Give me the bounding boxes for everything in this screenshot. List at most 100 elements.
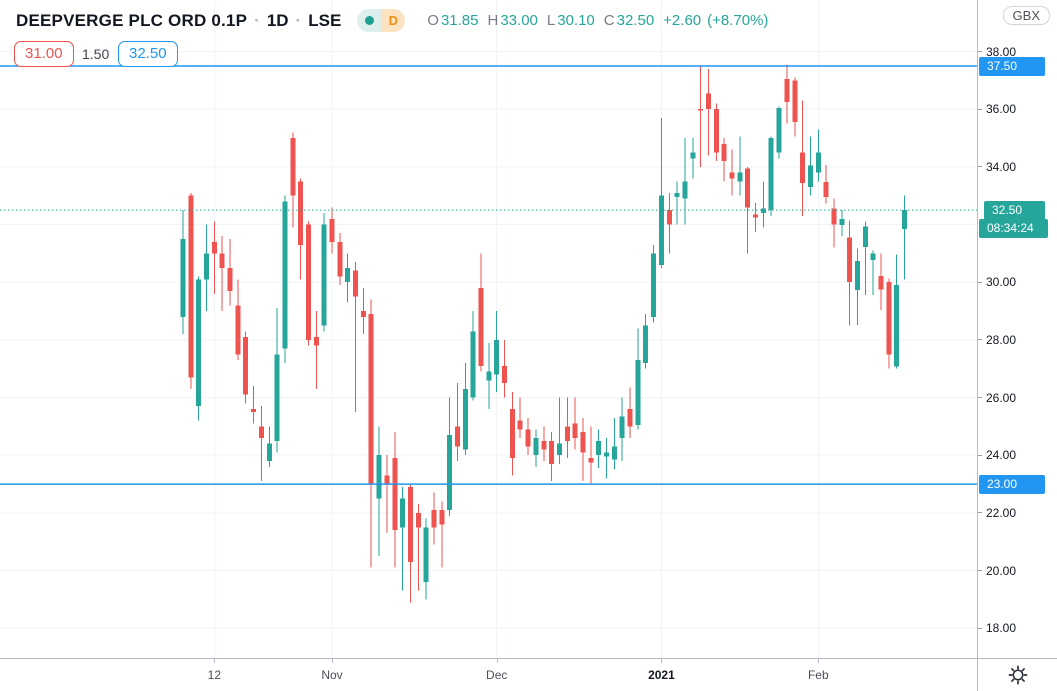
candle	[784, 64, 790, 124]
candle	[807, 136, 813, 196]
candle	[556, 397, 562, 464]
candle	[321, 213, 327, 332]
open-value: 31.85	[440, 12, 479, 29]
candle	[431, 492, 437, 545]
candle	[298, 178, 304, 280]
candle	[651, 244, 657, 323]
time-tick-mark	[214, 659, 216, 663]
candle	[313, 311, 319, 389]
candle	[847, 220, 853, 326]
candle	[415, 504, 421, 591]
time-tick-mark	[496, 659, 498, 663]
candle	[360, 288, 366, 335]
candle	[478, 253, 484, 372]
candle	[627, 387, 633, 438]
price-tick: 30.00	[978, 275, 1057, 289]
interval-label[interactable]: 1D	[266, 10, 289, 30]
candle	[604, 437, 610, 479]
candle	[376, 426, 382, 557]
change-percent: (+8.70%)	[707, 12, 769, 29]
candle	[486, 342, 492, 410]
price-tick: 26.00	[978, 391, 1057, 405]
candle	[753, 202, 759, 232]
time-axis[interactable]: 12 Nov Dec 2021 Feb	[0, 658, 977, 691]
high-label: H	[487, 12, 499, 29]
price-tick: 24.00	[978, 448, 1057, 462]
candle	[274, 308, 280, 453]
candle	[227, 238, 233, 306]
candle	[902, 195, 908, 280]
price-tick: 18.00	[978, 621, 1057, 635]
candle	[290, 132, 296, 228]
candle	[572, 397, 578, 450]
candle	[635, 328, 641, 430]
delayed-data-badge: D	[381, 9, 406, 32]
time-tick-label: Dec	[486, 668, 508, 682]
time-tick-label: Feb	[807, 668, 829, 682]
price-label-low[interactable]: 31.00	[14, 41, 74, 67]
low-label: L	[546, 12, 556, 29]
time-tick-label: 12	[207, 668, 222, 682]
price-label-high[interactable]: 32.50	[118, 41, 178, 67]
exchange-label[interactable]: LSE	[308, 10, 342, 30]
candle	[353, 262, 359, 412]
candle	[643, 313, 649, 369]
time-tick-label: 2021	[648, 668, 675, 682]
candlestick-chart[interactable]	[0, 0, 977, 658]
candle	[580, 417, 586, 482]
candle	[502, 339, 508, 398]
market-open-dot-icon	[364, 16, 374, 25]
candle	[196, 276, 202, 421]
gear-icon	[1008, 665, 1028, 685]
candle	[721, 138, 727, 182]
separator-dot: ·	[295, 10, 302, 30]
last-price-label: 32.50	[984, 200, 1045, 220]
candle	[698, 66, 704, 167]
market-status-pill[interactable]: D	[357, 9, 406, 32]
change-value: +2.60	[663, 12, 702, 29]
symbol-title[interactable]: DEEPVERGE PLC ORD 0.1P	[16, 10, 248, 30]
candle	[894, 254, 900, 369]
candle	[886, 278, 892, 369]
candle	[564, 397, 570, 459]
price-axis[interactable]: GBX 38.00 36.00 34.00 30.00 28.00 26.00 24.00 2…	[977, 0, 1057, 658]
candle	[423, 518, 429, 600]
candle	[494, 311, 500, 392]
price-tick: 22.00	[978, 506, 1057, 520]
price-tick: 36.00	[978, 102, 1057, 116]
price-level-label-37.50: 37.50	[979, 56, 1045, 76]
candle	[745, 166, 751, 254]
candle	[517, 397, 523, 438]
candle	[870, 250, 876, 296]
candle	[737, 136, 743, 196]
candle	[384, 455, 390, 534]
time-tick-mark	[332, 659, 334, 663]
candle	[666, 192, 672, 254]
candle	[674, 181, 680, 225]
candle	[329, 207, 335, 254]
candle	[776, 106, 782, 159]
candle	[760, 181, 766, 228]
candle	[588, 426, 594, 485]
time-tick-label: Nov	[321, 668, 343, 682]
candle	[258, 406, 264, 482]
price-level-label-23.00: 23.00	[979, 474, 1045, 494]
scale-settings-button[interactable]	[977, 658, 1057, 691]
candle	[368, 299, 374, 568]
candle	[533, 429, 539, 467]
horizontal-line-drawings[interactable]	[0, 65, 977, 485]
candle	[596, 429, 602, 469]
candle	[729, 149, 735, 196]
currency-badge[interactable]: GBX	[1002, 6, 1050, 25]
time-tick-mark	[661, 659, 663, 663]
price-range-value: 1.50	[82, 46, 110, 62]
candle	[219, 236, 225, 312]
candle	[768, 136, 774, 216]
bar-countdown-label: 08:34:24	[979, 218, 1048, 238]
candle	[619, 397, 625, 461]
time-tick-mark	[818, 659, 820, 663]
candle	[611, 417, 617, 470]
candle	[204, 224, 210, 312]
price-tick: 28.00	[978, 333, 1057, 347]
price-tick: 20.00	[978, 564, 1057, 578]
